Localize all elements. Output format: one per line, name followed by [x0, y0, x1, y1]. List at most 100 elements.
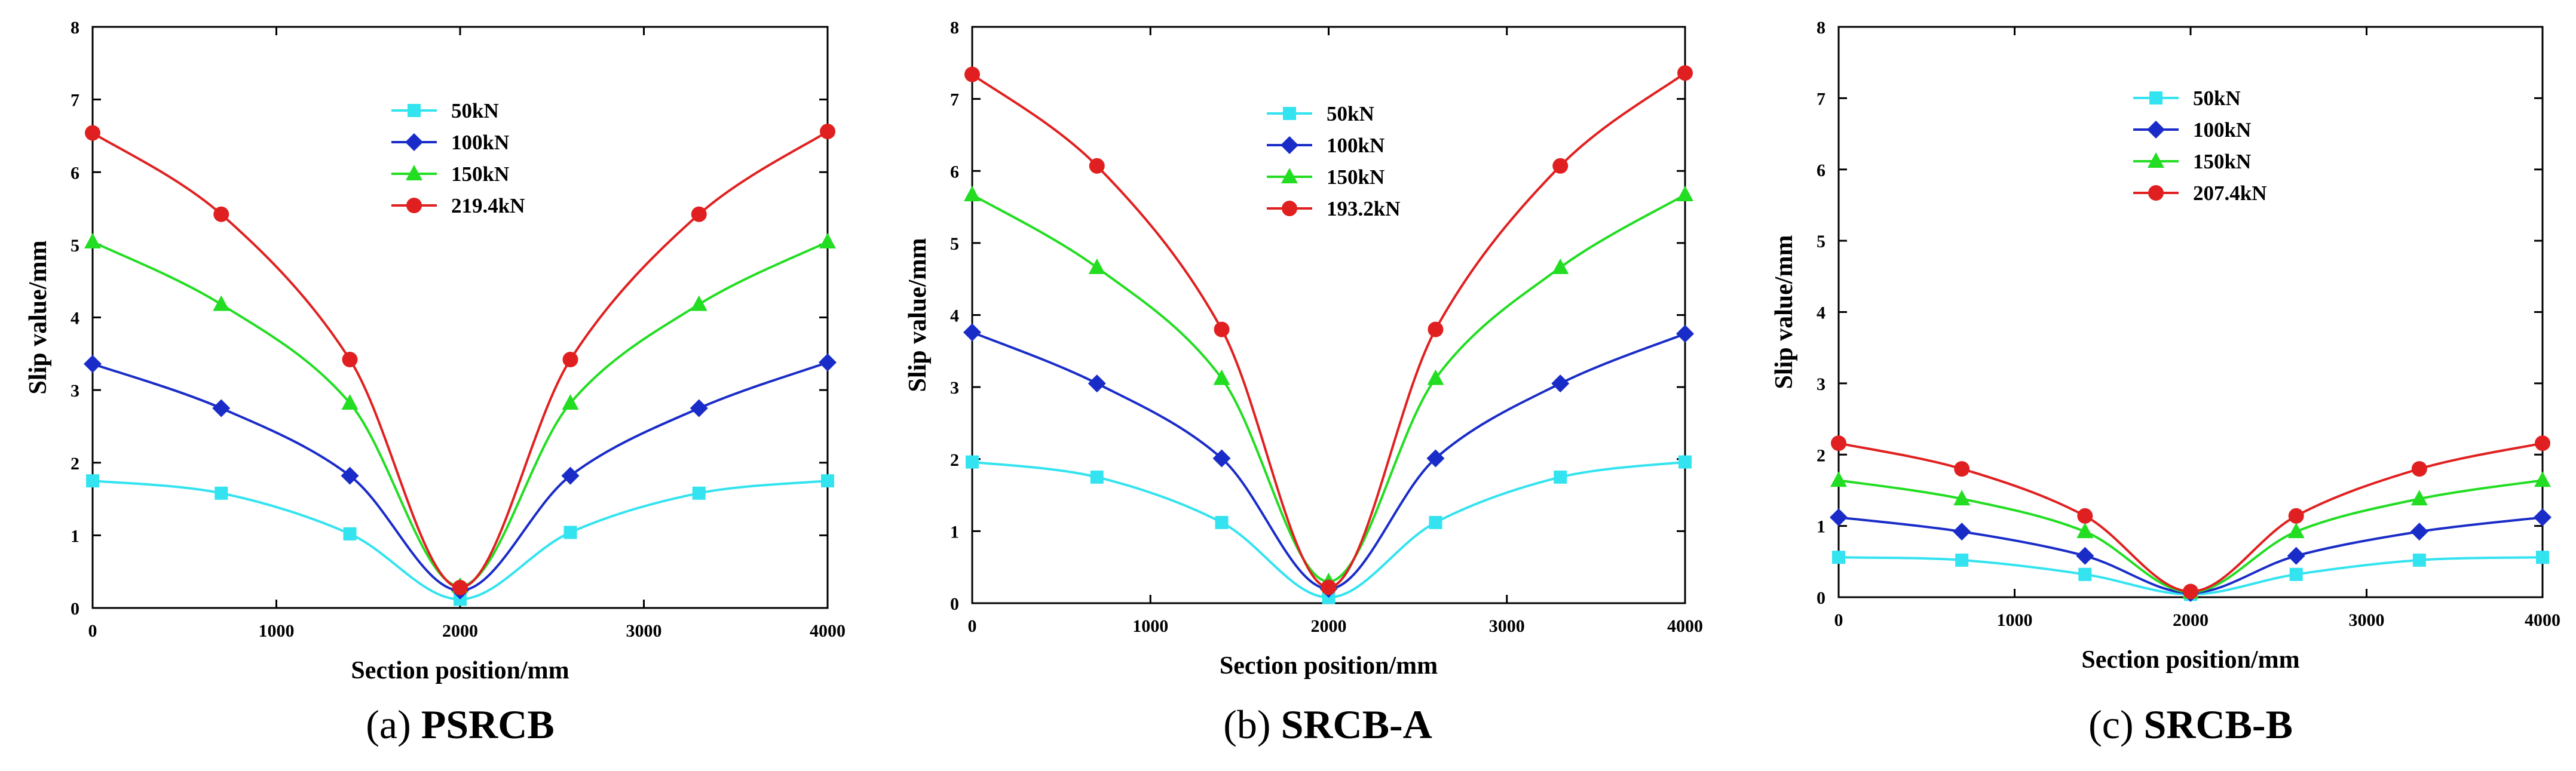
chart-c-legend-marker: [2148, 185, 2164, 201]
chart-a-caption-name: PSRCB: [421, 702, 555, 747]
chart-b-data-point: [1676, 324, 1694, 343]
chart-c-data-point: [2076, 546, 2094, 565]
chart-a-y-tick-label: 2: [71, 454, 79, 474]
chart-c-data-point: [1831, 435, 1846, 451]
chart-a-legend-label: 150kN: [451, 162, 509, 186]
chart-a-x-axis-title: Section position/mm: [351, 657, 569, 684]
chart-c-legend: 50kN 100kN 150kN 207.4kN: [2133, 87, 2267, 205]
chart-b-legend-marker: [1281, 136, 1298, 154]
chart-b-data-point: [1215, 515, 1229, 529]
chart-b-x-tick-label: 1000: [1132, 616, 1168, 636]
chart-b-data-point: [966, 455, 979, 469]
chart-b-legend-label: 150kN: [1327, 165, 1385, 189]
chart-b-legend-label: 193.2kN: [1327, 197, 1401, 220]
chart-c-data-point: [2534, 508, 2552, 527]
chart-a: 0 1 2 3 4 5 6 7 8 0 1000 2000 3000 4000 Section positi…: [24, 18, 846, 747]
chart-c-plot-frame: [1837, 26, 2544, 598]
chart-c-legend-marker: [2147, 121, 2165, 139]
chart-a-legend-label: 50kN: [451, 99, 499, 122]
chart-b-data-point: [1677, 65, 1693, 81]
chart-b: 0 1 2 3 4 5 6 7 8 0 1000 2000 3000 4000 Section positi…: [904, 18, 1703, 747]
chart-c-y-tick-label: 4: [1817, 303, 1825, 323]
chart-a-data-point: [692, 486, 706, 500]
chart-a-legend-marker: [406, 198, 422, 213]
chart-c-y-tick-label: 0: [1817, 588, 1825, 608]
chart-c-data-point: [2183, 583, 2198, 600]
chart-b-y-tick-label: 6: [950, 162, 959, 182]
chart-c-x-tick-label: 3000: [2349, 610, 2385, 630]
chart-a-data-point: [820, 124, 835, 140]
chart-b-legend-marker: [1281, 168, 1298, 183]
chart-b-series-line: [971, 193, 1686, 583]
chart-b-y-tick-label: 5: [950, 234, 959, 254]
chart-a-y-tick-label: 1: [71, 526, 79, 546]
chart-c-data-point: [2077, 508, 2093, 524]
chart-a-x-tick-label: 1000: [259, 621, 295, 641]
chart-b-data-point: [1428, 321, 1444, 337]
chart-b-data-point: [1426, 449, 1445, 468]
chart-b-series-line: [972, 331, 1686, 590]
chart-b-data-point: [964, 66, 980, 82]
chart-a-data-point: [343, 527, 357, 540]
chart-b-y-tick-label: 3: [950, 378, 959, 398]
chart-a-data-point: [213, 295, 230, 311]
chart-a-y-tick-label: 7: [71, 91, 79, 110]
chart-c-y-tick-label: 7: [1817, 89, 1825, 109]
chart-b-y-tick-label: 2: [950, 450, 959, 470]
chart-c-x-tick-label: 4000: [2525, 610, 2560, 630]
chart-b-x-tick-label: 2000: [1311, 616, 1347, 636]
chart-a-data-point: [452, 579, 468, 595]
chart-a-data-point: [690, 399, 708, 417]
chart-a-data-point: [562, 352, 578, 368]
chart-c-data-point: [2411, 461, 2427, 477]
chart-c-data-point: [1953, 490, 1971, 506]
chart-c-y-tick-label: 6: [1817, 161, 1825, 180]
chart-b-series-193.2kN: [964, 65, 1693, 595]
chart-c-y-tick-label: 1: [1817, 517, 1825, 537]
chart-c-legend-marker: [2149, 91, 2163, 105]
chart-b-data-point: [1551, 374, 1570, 393]
chart-b-x-tick-label: 0: [968, 616, 977, 636]
chart-a-data-point: [562, 394, 579, 410]
chart-a-y-tick-label: 8: [71, 18, 79, 38]
chart-c-data-point: [2076, 523, 2094, 539]
chart-b-x-tick-label: 3000: [1489, 616, 1525, 636]
chart-a-data-point: [341, 466, 359, 485]
chart-a-legend-marker: [406, 165, 422, 180]
chart-a-y-axis-title: Slip value/mm: [24, 241, 52, 395]
chart-a-legend-marker: [408, 104, 421, 117]
chart-a-y-tick-label: 4: [71, 309, 79, 328]
chart-c-series-line: [1838, 479, 2543, 594]
chart-a-series-150kN: [84, 233, 836, 593]
chart-a-x-tick-label: 2000: [442, 621, 478, 641]
chart-a-legend-label: 219.4kN: [451, 194, 525, 217]
chart-c-x-axis-title: Section position/mm: [2081, 646, 2299, 674]
chart-b-legend-label: 100kN: [1327, 134, 1385, 157]
chart-c-data-point: [1832, 551, 1845, 564]
chart-b-series-100kN: [963, 323, 1694, 598]
chart-a-data-point: [691, 206, 707, 222]
chart-b-data-point: [963, 323, 981, 342]
chart-a-data-point: [563, 526, 577, 539]
chart-c-data-point: [2288, 508, 2304, 524]
chart-b-caption: (b) SRCB-A: [1223, 702, 1432, 747]
chart-a-y-tick-label: 6: [71, 163, 79, 183]
chart-c-caption-letter: (c): [2088, 702, 2143, 747]
chart-b-data-point: [1321, 579, 1337, 595]
chart-b-caption-letter: (b): [1223, 702, 1281, 747]
chart-a-x-tick-label: 3000: [626, 621, 662, 641]
chart-c-legend-label: 100kN: [2193, 118, 2251, 142]
chart-a-data-point: [84, 233, 101, 249]
chart-b-data-point: [1552, 158, 1569, 174]
chart-a-data-point: [212, 399, 231, 417]
chart-a-legend-label: 100kN: [451, 131, 509, 154]
chart-c-data-point: [2078, 567, 2092, 581]
chart-a-legend-marker: [405, 133, 423, 151]
chart-a-data-point: [690, 295, 707, 311]
chart-c-x-tick-label: 1000: [1997, 610, 2033, 630]
chart-b-y-tick-label: 1: [950, 522, 959, 542]
chart-c-data-point: [2410, 490, 2428, 506]
chart-b-data-point: [1089, 158, 1105, 174]
chart-c-y-tick-label: 8: [1817, 18, 1825, 38]
chart-a-caption: (a) PSRCB: [366, 702, 554, 747]
